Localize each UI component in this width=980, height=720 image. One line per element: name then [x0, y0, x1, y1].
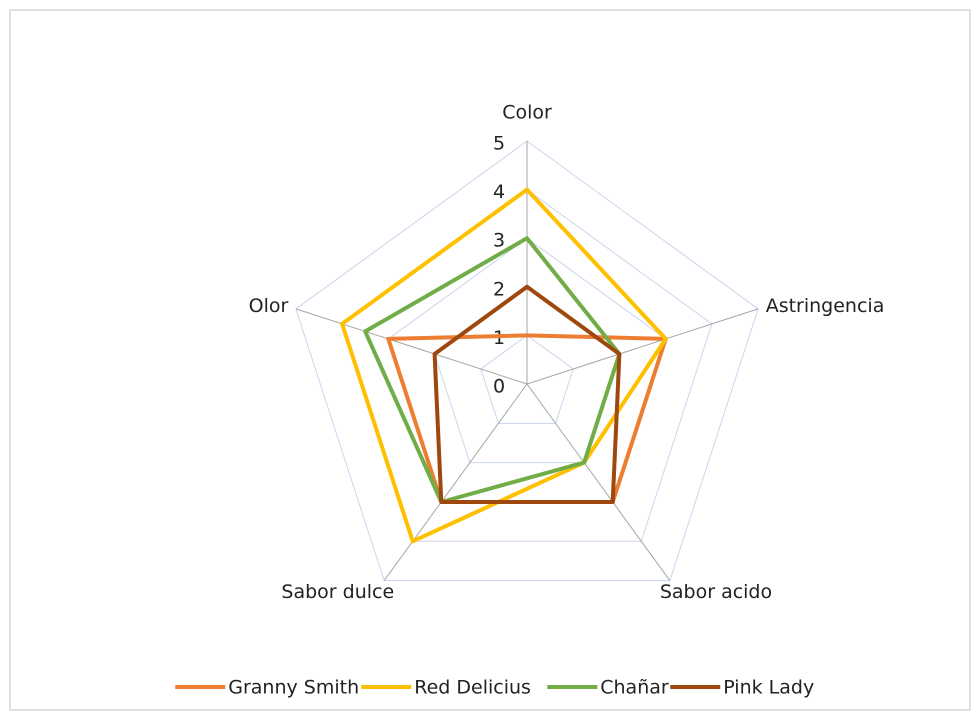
r-tick-label: 2 [493, 278, 505, 300]
chart-border [9, 9, 971, 711]
category-label: Olor [249, 295, 289, 317]
legend-label: Red Delicius [414, 677, 531, 699]
axis-spoke [383, 383, 528, 581]
axis-spoke [295, 308, 528, 385]
axis-spoke [526, 383, 671, 581]
legend-label: Chañar [600, 677, 669, 699]
legend-label: Granny Smith [228, 677, 359, 699]
category-label: Astringencia [766, 295, 885, 317]
r-tick-label: 3 [493, 230, 505, 252]
r-tick-label: 4 [493, 181, 505, 203]
legend-label: Pink Lady [723, 677, 814, 699]
category-label: Sabor dulce [281, 581, 394, 603]
r-tick-label: 5 [493, 133, 505, 155]
grid-line [295, 140, 759, 582]
category-label: Sabor acido [660, 581, 772, 603]
series-line [432, 284, 622, 504]
axis-spoke [526, 308, 759, 385]
r-tick-label: 0 [493, 376, 505, 398]
category-label: Color [502, 102, 552, 124]
series-line [363, 236, 622, 504]
grid-line [480, 334, 574, 424]
